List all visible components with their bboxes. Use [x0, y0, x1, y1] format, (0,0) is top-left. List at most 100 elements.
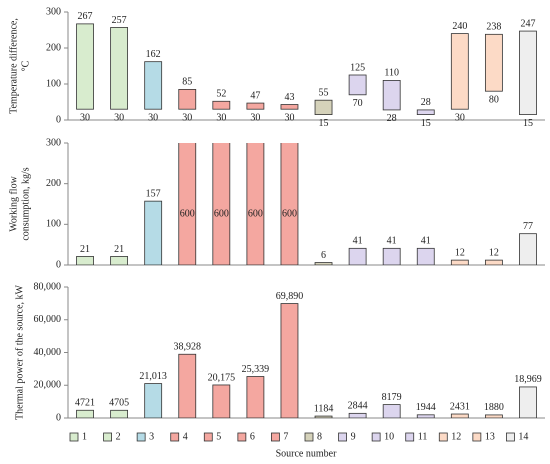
- value-label: 41: [387, 236, 397, 247]
- legend-swatch: [170, 432, 180, 442]
- legend-label: 7: [283, 431, 288, 442]
- x-axis-label: Source number: [276, 448, 337, 459]
- value-label: 247: [520, 18, 535, 29]
- value-label: 18,969: [514, 374, 542, 385]
- value-label: 43: [284, 92, 294, 103]
- y-tick-label: 200: [46, 178, 61, 189]
- value-label: 28: [421, 97, 431, 108]
- legend-swatch: [405, 432, 415, 442]
- bar: [76, 409, 94, 418]
- bar: [484, 414, 503, 418]
- base-label: 30: [455, 112, 465, 123]
- base-label: 70: [353, 98, 363, 109]
- bar: [314, 262, 333, 265]
- y-tick-label: 0: [56, 114, 61, 125]
- value-label: 41: [421, 236, 431, 247]
- bar: [212, 100, 231, 110]
- value-label: 600: [248, 208, 263, 219]
- y-tick-label: 300: [46, 137, 61, 148]
- bar: [246, 102, 265, 110]
- bar: [382, 80, 401, 111]
- base-label: 30: [114, 112, 124, 123]
- value-label: 52: [216, 89, 226, 100]
- bar: [382, 404, 401, 418]
- value-label: 25,339: [242, 364, 270, 375]
- base-label: 15: [319, 118, 329, 129]
- bar: [450, 413, 469, 418]
- value-label: 4721: [75, 398, 95, 409]
- value-label: 47: [250, 90, 260, 101]
- value-label: 1944: [416, 402, 436, 413]
- value-label: 4705: [109, 398, 129, 409]
- value-label: 77: [523, 221, 533, 232]
- base-label: 30: [182, 112, 192, 123]
- bar: [484, 33, 503, 92]
- y-tick-label: 0: [56, 259, 61, 270]
- y-tick-label: 200: [46, 42, 61, 53]
- value-label: 110: [384, 68, 399, 79]
- value-label: 2844: [348, 401, 368, 412]
- y-axis-label: °C: [20, 60, 31, 71]
- value-label: 240: [452, 21, 467, 32]
- bar: [450, 259, 469, 265]
- bar: [76, 256, 94, 265]
- y-axis-label: Working flow: [8, 175, 19, 231]
- bar: [314, 415, 333, 418]
- value-label: 55: [319, 87, 329, 98]
- base-label: 80: [489, 94, 499, 105]
- bar: [416, 109, 435, 115]
- legend-swatch: [69, 432, 79, 442]
- legend-swatch: [438, 432, 448, 442]
- value-label: 20,175: [208, 372, 236, 383]
- bar: [110, 409, 129, 418]
- bar: [416, 414, 435, 418]
- base-label: 30: [284, 112, 294, 123]
- value-label: 12: [489, 247, 499, 258]
- legend-label: 1: [82, 431, 87, 442]
- value-label: 1184: [314, 403, 334, 414]
- y-tick-label: 0: [56, 412, 61, 423]
- legend-label: 4: [183, 431, 188, 442]
- bar: [382, 247, 401, 265]
- value-label: 157: [146, 188, 161, 199]
- bar: [519, 386, 537, 418]
- legend-label: 13: [485, 431, 495, 442]
- y-tick-label: 20,000: [34, 380, 62, 391]
- legend-swatch: [472, 432, 482, 442]
- value-label: 21: [114, 244, 124, 255]
- value-label: 238: [486, 22, 501, 33]
- legend-swatch: [304, 432, 314, 442]
- legend-swatch: [237, 432, 247, 442]
- bar: [484, 259, 503, 265]
- base-label: 30: [148, 112, 158, 123]
- value-label: 6: [321, 250, 326, 261]
- bar: [450, 33, 469, 110]
- legend-label: 6: [250, 431, 255, 442]
- value-label: 21: [80, 244, 90, 255]
- bar: [246, 143, 265, 265]
- value-label: 267: [78, 11, 93, 22]
- bar: [519, 30, 537, 115]
- bar: [314, 99, 333, 115]
- legend-label: 8: [317, 431, 322, 442]
- value-label: 600: [180, 208, 195, 219]
- legend-swatch: [371, 432, 381, 442]
- bar: [246, 376, 265, 418]
- value-label: 69,890: [276, 291, 304, 302]
- value-label: 600: [214, 208, 229, 219]
- bar: [280, 104, 299, 110]
- legend-label: 2: [116, 431, 121, 442]
- y-axis-label: Thermal power of the source, kW: [14, 284, 25, 420]
- value-label: 257: [112, 15, 127, 26]
- value-label: 2431: [450, 401, 470, 412]
- value-label: 12: [455, 247, 465, 258]
- bar: [178, 89, 197, 110]
- bar: [144, 200, 163, 265]
- base-label: 30: [80, 112, 90, 123]
- legend-label: 11: [418, 431, 428, 442]
- bar: [280, 303, 299, 418]
- legend-swatch: [338, 432, 347, 442]
- value-label: 1880: [484, 402, 504, 413]
- value-label: 41: [353, 236, 363, 247]
- value-label: 21,013: [139, 371, 167, 382]
